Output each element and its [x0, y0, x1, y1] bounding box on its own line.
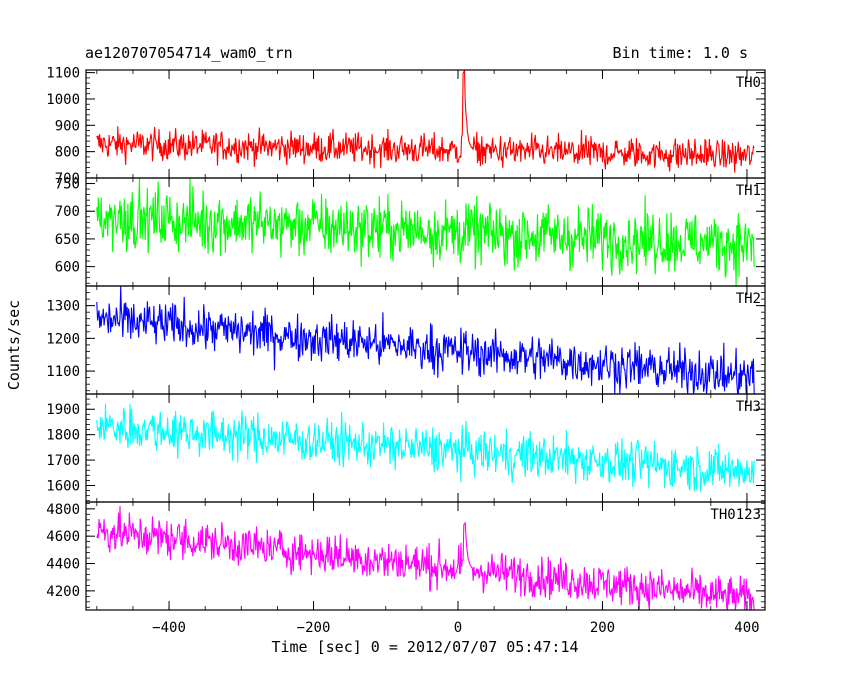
ytick-label-th1: 650 [55, 232, 80, 248]
chart-title: ae120707054714_wam0_trn [85, 44, 293, 62]
ytick-label-th0: 900 [55, 118, 80, 134]
ytick-label-th0123: 4600 [46, 529, 80, 545]
series-th0123 [96, 505, 755, 611]
ytick-label-th0: 1000 [46, 92, 80, 108]
series-th1 [96, 177, 755, 287]
ytick-label-th2: 1200 [46, 331, 80, 347]
panel-label-th1: TH1 [736, 183, 761, 199]
ytick-label-th3: 1600 [46, 478, 80, 494]
xtick-label: −400 [152, 620, 186, 636]
panel-frame-th3 [85, 393, 766, 503]
panel-label-th0: TH0 [736, 75, 761, 91]
ytick-label-th3: 1700 [46, 453, 80, 469]
ytick-label-th0: 1100 [46, 66, 80, 82]
panel-label-th0123: TH0123 [710, 507, 761, 523]
ytick-label-th1: 700 [55, 204, 80, 220]
y-axis-label: Counts/sec [5, 299, 23, 391]
series-th2 [96, 286, 755, 395]
ytick-label-th2: 1100 [46, 364, 80, 380]
series-th0 [96, 70, 755, 173]
series-th3 [96, 403, 755, 492]
ytick-label-th0123: 4800 [46, 502, 80, 518]
bin-time-label: Bin time: 1.0 s [612, 44, 748, 62]
ytick-label-th0: 700 [55, 171, 80, 187]
ytick-label-th0123: 4400 [46, 557, 80, 573]
panel-label-th3: TH3 [736, 399, 761, 415]
ytick-label-th3: 1800 [46, 428, 80, 444]
xtick-label: 400 [734, 620, 759, 636]
ytick-label-th1: 600 [55, 260, 80, 276]
xtick-label: 0 [454, 620, 462, 636]
panel-frame-th1 [85, 177, 766, 287]
ytick-label-th0: 800 [55, 145, 80, 161]
ytick-label-th0123: 4200 [46, 584, 80, 600]
x-axis-label: Time [sec] 0 = 2012/07/07 05:47:14 [271, 638, 579, 656]
ytick-label-th2: 1300 [46, 299, 80, 315]
xtick-label: −200 [297, 620, 331, 636]
panel-label-th2: TH2 [736, 291, 761, 307]
ytick-label-th1: 750 [55, 177, 80, 193]
panel-frame-th0123 [85, 501, 766, 611]
ytick-label-th3: 1900 [46, 402, 80, 418]
xtick-label: 200 [590, 620, 615, 636]
panel-frame-th0 [85, 69, 766, 179]
